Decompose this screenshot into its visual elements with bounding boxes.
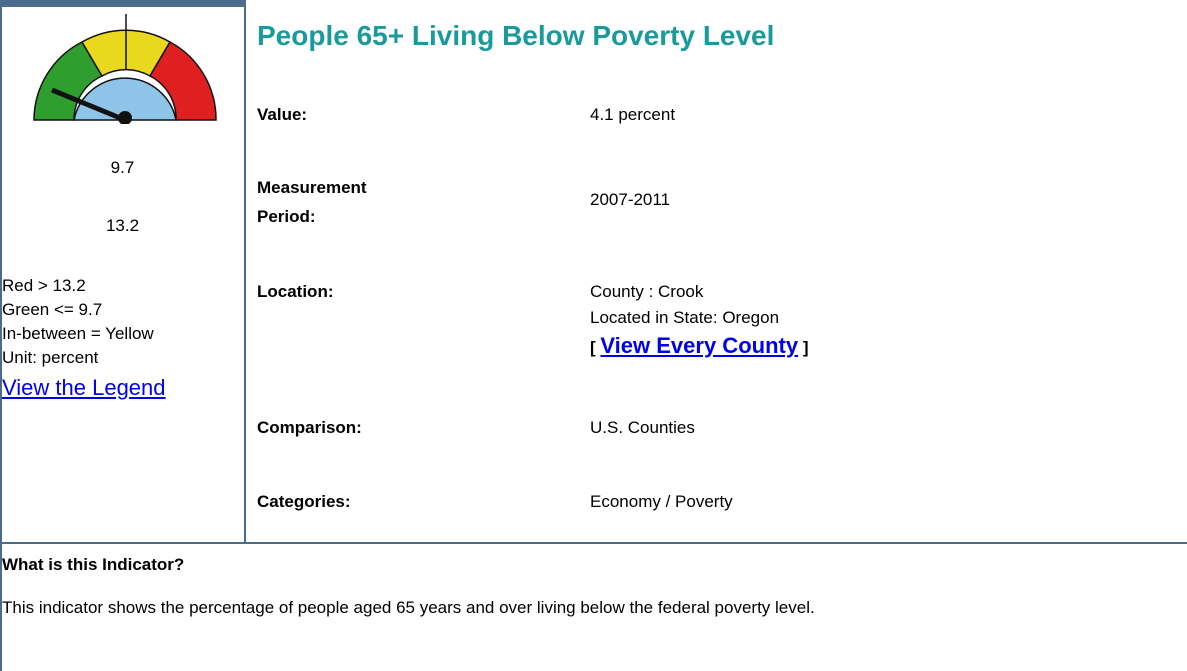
- field-value: County : Crook: [590, 282, 704, 301]
- gauge-high: 13.2: [105, 216, 140, 235]
- field-value: U.S. Counties: [590, 418, 695, 437]
- title: People 65+ Living Below Poverty Level: [257, 20, 775, 51]
- field-value: 4.1 percent: [590, 105, 676, 124]
- top-bar: [0, 0, 245, 7]
- left-border: [0, 0, 2, 671]
- county-link[interactable]: View Every County: [600, 333, 799, 358]
- field-label: Location:: [257, 282, 334, 301]
- legend-line: Unit: percent: [2, 348, 99, 367]
- description-heading: What is this Indicator?: [2, 555, 185, 574]
- legend-link[interactable]: View the Legend: [2, 375, 166, 400]
- bracket: ]: [802, 338, 809, 357]
- field-label: Categories:: [257, 492, 351, 511]
- field-label: Comparison:: [257, 418, 362, 437]
- legend-line: In-between = Yellow: [2, 324, 154, 343]
- field-label: Measurement Period:: [257, 178, 367, 226]
- gauge-icon: [33, 14, 217, 124]
- field-value: Economy / Poverty: [590, 492, 733, 511]
- legend-line: Green <= 9.7: [2, 300, 103, 319]
- field-label: Value:: [257, 105, 308, 124]
- county-link-row: [ View Every County ]: [590, 333, 808, 359]
- row-divider: [0, 542, 1187, 544]
- gauge-low: 9.7: [110, 158, 135, 177]
- legend-line: Red > 13.2: [2, 276, 86, 295]
- column-divider: [244, 0, 246, 543]
- legend-lines: Red > 13.2 Green <= 9.7 In-between = Yel…: [2, 274, 154, 370]
- field-value: Located in State: Oregon: [590, 308, 780, 327]
- field-value: 2007-2011: [590, 190, 671, 209]
- bracket: [: [590, 338, 596, 357]
- description-text: This indicator shows the percentage of p…: [2, 598, 815, 617]
